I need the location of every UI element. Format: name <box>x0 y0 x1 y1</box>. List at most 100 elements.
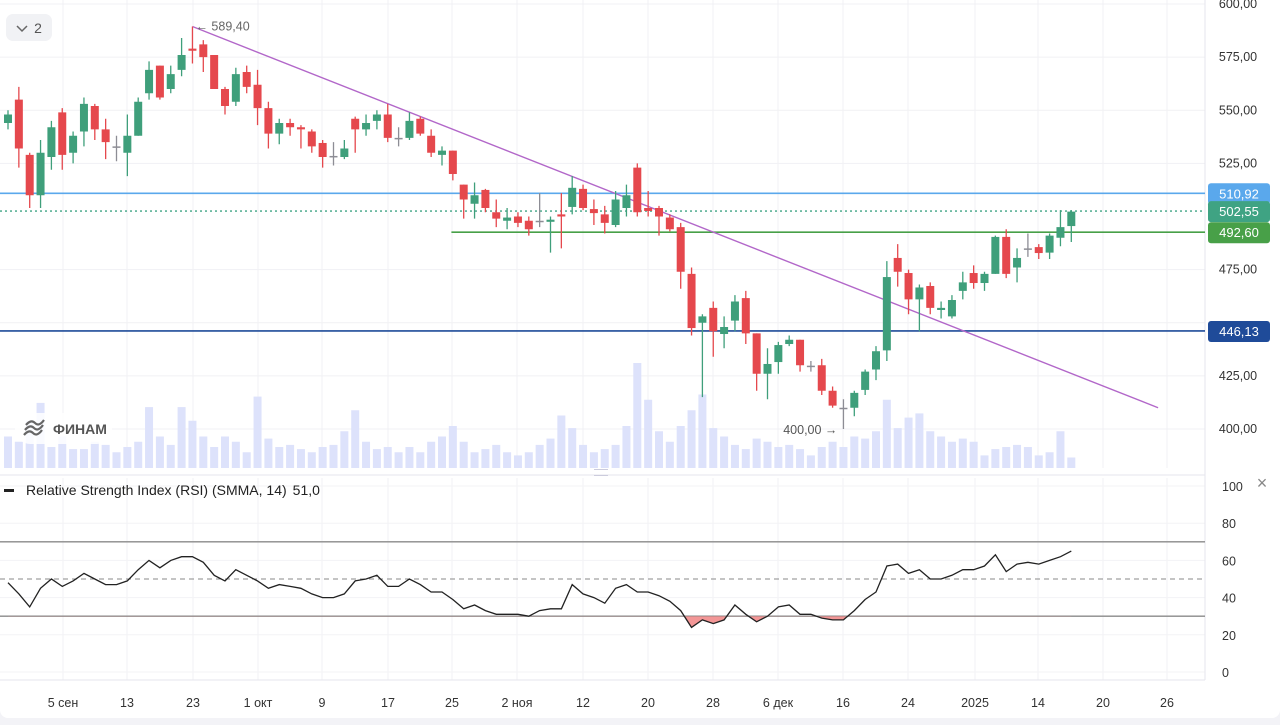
candle-body <box>90 106 99 130</box>
candle <box>318 140 327 168</box>
candle-body <box>720 327 729 335</box>
volume-bar <box>503 452 512 468</box>
candle <box>611 191 620 228</box>
candle <box>123 114 132 177</box>
candle-body <box>394 137 403 140</box>
volume-bar <box>362 441 371 468</box>
price-badge-last-price <box>1208 201 1270 223</box>
finam-logo: ФИНАМ <box>15 413 112 444</box>
candle-body <box>14 99 23 149</box>
candle-body <box>36 152 45 196</box>
chevron-down-icon <box>16 20 28 36</box>
trendline <box>192 25 1159 409</box>
volume-bar <box>253 396 262 468</box>
candle-body <box>947 300 956 317</box>
candle-body <box>275 123 284 134</box>
candle <box>546 216 555 253</box>
candle <box>481 188 490 213</box>
volume-bar <box>882 399 891 468</box>
price-badge-label: 446,13 <box>1219 324 1259 339</box>
candle-body <box>568 187 577 207</box>
candle-body <box>199 44 208 58</box>
candle-body <box>1067 211 1076 227</box>
candle-body <box>481 189 490 208</box>
volume-bar <box>416 452 425 468</box>
candle <box>1013 248 1022 283</box>
close-icon[interactable]: × <box>1256 473 1268 493</box>
candle <box>665 214 674 232</box>
candle-body <box>991 236 1000 274</box>
candle <box>579 184 588 211</box>
candle <box>286 118 295 136</box>
rsi-legend-swatch <box>4 488 14 492</box>
price-axis-tick: 400,00 <box>1219 422 1257 436</box>
volume-bar <box>806 455 815 468</box>
price-axis-tick: 425,00 <box>1219 369 1257 383</box>
candle-body <box>741 298 750 334</box>
candle <box>589 199 598 225</box>
volume-bar <box>90 441 99 468</box>
volume-bar <box>709 428 718 468</box>
volume-bar <box>958 438 967 468</box>
candle-body <box>600 214 609 223</box>
volume-bar <box>448 426 457 468</box>
candle <box>872 346 880 381</box>
volume-bar <box>438 436 446 468</box>
candle <box>14 86 23 168</box>
candle <box>882 261 891 361</box>
volume-bar <box>177 407 186 468</box>
candle <box>991 235 1000 274</box>
candle-body <box>579 188 588 208</box>
volume-bar <box>524 452 533 468</box>
candle <box>850 390 859 417</box>
candle-body <box>362 123 371 130</box>
candle-body <box>101 129 110 143</box>
price-badge-label: 510,92 <box>1219 186 1259 201</box>
candle <box>307 129 316 153</box>
volume-bar <box>589 452 598 468</box>
candle <box>958 271 967 300</box>
volume-bar <box>741 449 750 468</box>
time-axis-tick: 14 <box>1031 696 1045 710</box>
candle <box>633 163 642 217</box>
candle-body <box>730 301 739 321</box>
candle <box>557 193 566 249</box>
volume-bar <box>665 441 674 468</box>
volume-bar <box>1067 457 1076 468</box>
time-axis-tick: 1 окт <box>244 696 273 710</box>
candle-body <box>861 371 870 390</box>
rsi-axis-tick: 20 <box>1222 629 1236 643</box>
candle-body <box>958 282 967 291</box>
candle <box>25 152 34 208</box>
candle <box>470 182 479 219</box>
candle-body <box>438 150 446 155</box>
candle <box>492 199 501 228</box>
volume-bar <box>730 444 739 468</box>
series-toggle-button[interactable]: 2 <box>6 14 52 41</box>
candle-body <box>459 184 468 200</box>
candle-body <box>785 339 794 344</box>
volume-bar <box>69 449 78 468</box>
volume-bar <box>926 431 935 468</box>
pane-resize-handle[interactable] <box>594 469 608 476</box>
grid <box>0 0 1205 680</box>
volume-bar <box>1023 447 1032 468</box>
rsi-line <box>7 550 1072 629</box>
rsi-axis-tick: 40 <box>1222 592 1236 606</box>
candle-body <box>1045 235 1054 253</box>
candle <box>47 120 56 170</box>
candle-body <box>1023 248 1032 250</box>
volume-bar <box>459 441 468 468</box>
candle-body <box>676 227 685 272</box>
candle-body <box>937 307 946 310</box>
rsi-legend: Relative Strength Index (RSI) (SMMA, 14)… <box>4 482 320 498</box>
candle-body <box>307 131 316 147</box>
candle <box>839 399 848 429</box>
candle <box>676 222 685 289</box>
volume-bar <box>188 420 197 468</box>
finam-waves-icon <box>23 417 47 440</box>
candle-body <box>79 103 88 132</box>
candle-body <box>242 72 251 87</box>
candle-body <box>427 135 436 153</box>
